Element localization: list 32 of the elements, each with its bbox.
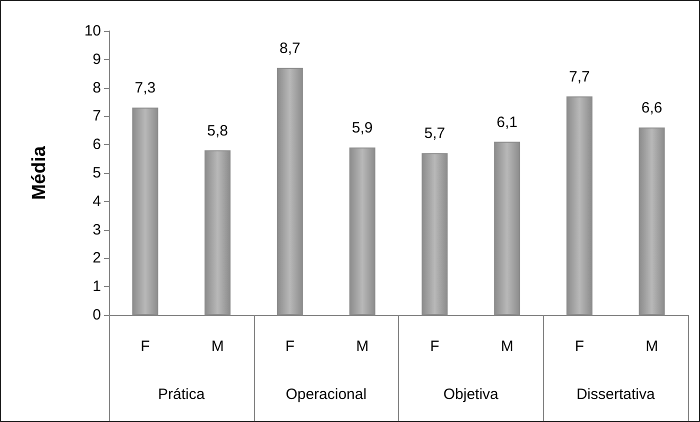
y-tick-label: 6: [92, 136, 101, 154]
data-label: 7,3: [134, 80, 156, 97]
y-tick-label: 4: [92, 192, 101, 210]
x-tick-label: M: [500, 338, 514, 355]
y-tick-label: 1: [92, 278, 101, 296]
y-tick-label: 0: [92, 306, 101, 324]
x-tick-label: M: [211, 338, 224, 355]
data-label: 5,9: [352, 119, 373, 136]
data-label: 6,6: [641, 100, 662, 117]
y-tick-label: 8: [92, 79, 101, 96]
y-tick-label: 10: [84, 22, 101, 40]
x-tick-label: F: [430, 338, 440, 355]
y-tick-label: 3: [92, 221, 101, 238]
x-tick-label: F: [285, 338, 295, 355]
y-tick-label: 5: [92, 164, 101, 182]
data-label: 5,7: [424, 125, 446, 142]
y-tick-label: 7: [92, 108, 101, 125]
text: Prática: [158, 386, 206, 403]
text: Objetiva: [443, 386, 500, 403]
y-tick-label: 2: [92, 250, 101, 267]
text: Dissertativa: [576, 386, 656, 403]
data-label: 7,7: [569, 68, 590, 86]
data-label: 5,8: [207, 122, 228, 140]
y-tick-label: 9: [92, 50, 101, 68]
x-tick-label: M: [356, 338, 369, 355]
x-tick-label: F: [140, 338, 150, 355]
data-label: 8,7: [280, 40, 300, 57]
y-axis-title: Média: [29, 146, 50, 200]
data-label: 6,1: [496, 114, 518, 131]
x-tick-label: F: [574, 338, 584, 355]
x-tick-label: M: [646, 338, 658, 355]
text: Operacional: [286, 386, 367, 403]
